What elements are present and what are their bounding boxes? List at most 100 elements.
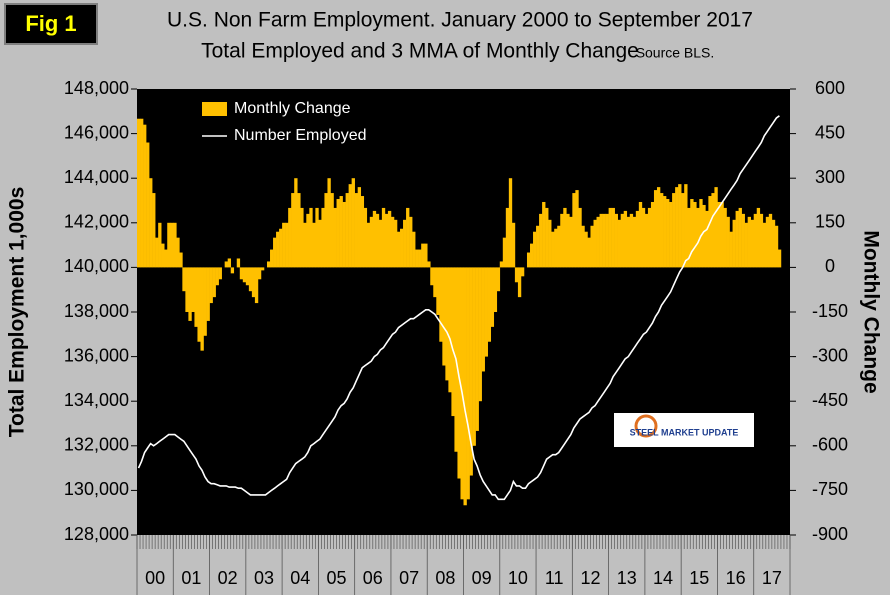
bar: [230, 267, 235, 274]
bar: [360, 196, 365, 268]
bar: [239, 267, 244, 280]
bar: [723, 207, 727, 268]
bar: [273, 237, 277, 268]
bar: [732, 219, 736, 268]
bar: [400, 228, 404, 268]
bar: [526, 252, 531, 268]
bar: [185, 267, 189, 312]
x-tick-label: 13: [617, 568, 637, 588]
bar: [460, 267, 464, 500]
y2-tick-label: 450: [815, 122, 845, 142]
x-tick-label: 06: [363, 568, 383, 588]
bar: [554, 228, 558, 268]
bar: [560, 213, 564, 268]
bar: [333, 207, 337, 268]
y-tick-label: 148,000: [64, 78, 129, 98]
bar: [520, 267, 525, 277]
bar: [357, 187, 362, 268]
bar: [684, 184, 688, 268]
bar: [251, 267, 256, 298]
bar: [711, 193, 715, 268]
bar: [445, 267, 449, 381]
y2-tick-label: -750: [812, 479, 848, 499]
bar: [276, 231, 280, 268]
bar: [702, 204, 706, 268]
y-tick-label: 132,000: [64, 435, 129, 455]
bar: [644, 213, 649, 268]
bar: [678, 184, 682, 268]
bar: [415, 249, 419, 268]
bar: [596, 216, 600, 268]
bar: [140, 118, 144, 268]
bar: [777, 249, 782, 268]
x-tick-label: 10: [508, 568, 528, 588]
bar: [309, 207, 313, 268]
bar: [578, 207, 582, 268]
bar: [669, 201, 673, 268]
bar: [599, 213, 603, 268]
bar: [505, 207, 510, 268]
x-tick-label: 00: [145, 568, 165, 588]
bar: [372, 210, 377, 268]
bar: [575, 190, 579, 268]
bar: [629, 213, 634, 268]
bar: [635, 210, 640, 268]
bar: [152, 193, 156, 268]
bar: [170, 222, 174, 268]
bar: [753, 213, 758, 268]
bar: [176, 237, 180, 268]
bar: [744, 222, 748, 268]
y2-tick-label: -600: [812, 435, 848, 455]
bar: [587, 237, 591, 268]
y-tick-label: 130,000: [64, 479, 129, 499]
bar: [466, 267, 470, 500]
bar: [765, 216, 770, 268]
bar: [672, 193, 676, 268]
y2-tick-label: -450: [812, 390, 848, 410]
bar: [390, 216, 395, 268]
bar: [608, 207, 612, 268]
bar: [623, 210, 628, 268]
bar: [294, 178, 298, 268]
bar: [203, 267, 207, 336]
bar: [641, 207, 646, 268]
bar: [194, 267, 198, 327]
bar: [297, 193, 301, 268]
bar: [614, 213, 618, 268]
x-tick-label: 05: [327, 568, 347, 588]
bar: [484, 267, 488, 357]
bar: [312, 222, 316, 268]
bar: [569, 216, 573, 268]
bar: [620, 213, 625, 268]
bar: [197, 267, 201, 342]
y-tick-label: 142,000: [64, 212, 129, 232]
bar: [747, 216, 751, 268]
bar: [200, 267, 204, 351]
y2-axis-label: Monthly Change: [859, 230, 882, 393]
bar: [345, 193, 349, 268]
x-tick-label: 17: [762, 568, 782, 588]
chart-title: U.S. Non Farm Employment. January 2000 t…: [167, 9, 753, 32]
x-tick-label: 15: [689, 568, 709, 588]
line: [137, 115, 780, 501]
legend-label: Number Employed: [234, 127, 367, 144]
bar: [143, 124, 147, 268]
y2-tick-label: 300: [815, 167, 845, 187]
bar: [762, 222, 767, 268]
bar: [705, 210, 709, 268]
bar: [499, 261, 504, 268]
bar: [282, 222, 286, 268]
bar: [409, 216, 413, 268]
bar: [173, 222, 177, 268]
bar: [442, 267, 446, 366]
bar: [653, 190, 658, 268]
bar: [137, 118, 141, 268]
bar: [406, 207, 410, 268]
bar: [511, 222, 516, 268]
logo-ring: [634, 414, 658, 438]
bar: [478, 267, 482, 402]
fig-label: Fig 1: [25, 11, 76, 36]
bar: [288, 207, 292, 268]
bar: [318, 219, 322, 268]
